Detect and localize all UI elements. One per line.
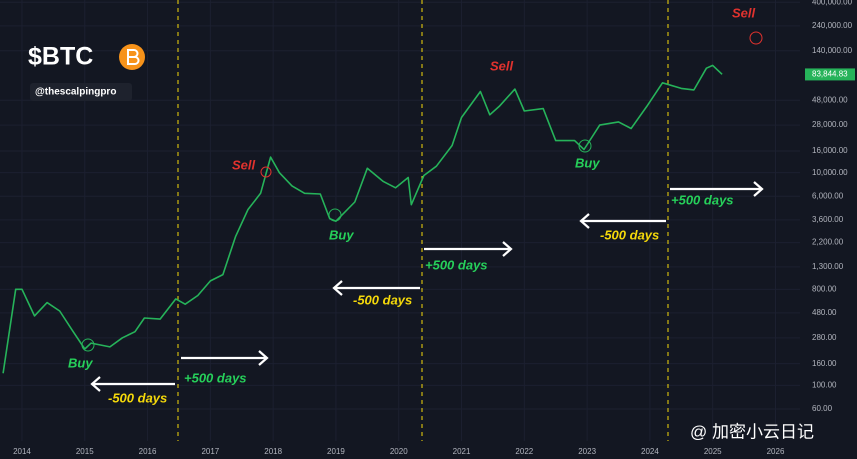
arrow-left [90, 376, 175, 392]
y-tick-label: 400,000.00 [812, 0, 853, 6]
days-label: +500 days [425, 257, 488, 272]
y-tick-label: 10,000.00 [812, 168, 848, 177]
arrow-right [424, 241, 513, 257]
arrow-right [181, 350, 269, 366]
x-tick-label: 2018 [264, 447, 282, 456]
buy-label: Buy [575, 155, 600, 170]
sell-circle [260, 166, 272, 178]
y-tick-label: 240,000.00 [812, 21, 853, 30]
y-tick-label: 16,000.00 [812, 146, 848, 155]
days-label: -500 days [600, 227, 659, 242]
x-tick-label: 2014 [13, 447, 31, 456]
handle-box [30, 83, 132, 101]
x-tick-label: 2021 [453, 447, 471, 456]
y-tick-label: 48,000.00 [812, 95, 848, 104]
price-tag [805, 68, 855, 81]
buy-label: Buy [329, 227, 354, 242]
x-tick-label: 2025 [704, 447, 722, 456]
y-tick-label: 140,000.00 [812, 46, 853, 55]
y-tick-label: 1,300.00 [812, 262, 844, 271]
chart-subtitle: @thescalpingpro [35, 87, 116, 98]
days-label: +500 days [184, 370, 247, 385]
y-tick-label: 100.00 [812, 380, 837, 389]
x-tick-label: 2026 [767, 447, 785, 456]
x-tick-label: 2019 [327, 447, 345, 456]
buy-circle [578, 139, 592, 153]
y-tick-label: 2,200.00 [812, 238, 844, 247]
x-tick-label: 2024 [641, 447, 659, 456]
grid [0, 0, 800, 441]
y-tick-label: 28,000.00 [812, 120, 848, 129]
watermark: @ 加密小云日记 [690, 422, 814, 441]
buy-label: Buy [68, 355, 93, 370]
y-tick-label: 6,000.00 [812, 191, 844, 200]
y-tick-label: 800.00 [812, 284, 837, 293]
arrow-left [579, 213, 666, 229]
chart-title: $BTC [28, 43, 93, 71]
sell-label: Sell [232, 157, 256, 172]
x-tick-label: 2016 [139, 447, 157, 456]
btc-logo-glyph [127, 49, 140, 65]
sell-circle [749, 31, 763, 45]
plot [2, 64, 723, 374]
days-label: +500 days [671, 192, 734, 207]
arrow-left [332, 280, 420, 296]
x-tick-label: 2020 [390, 447, 408, 456]
price-line [2, 64, 723, 374]
sell-label: Sell [490, 58, 514, 73]
buy-circle [81, 338, 95, 352]
y-tick-label: 480.00 [812, 308, 837, 317]
x-tick-label: 2015 [76, 447, 94, 456]
arrow-right [670, 181, 764, 197]
sell-label: Sell [732, 5, 756, 20]
y-tick-label: 60.00 [812, 404, 833, 413]
buy-circle [328, 208, 342, 222]
x-tick-label: 2023 [578, 447, 596, 456]
days-label: -500 days [108, 390, 167, 405]
x-tick-label: 2022 [515, 447, 533, 456]
price-tag-label: 83,844.83 [812, 70, 848, 79]
x-tick-label: 2017 [201, 447, 219, 456]
y-tick-label: 160.00 [812, 359, 837, 368]
days-label: -500 days [353, 292, 412, 307]
y-tick-label: 3,600.00 [812, 215, 844, 224]
y-tick-label: 280.00 [812, 333, 837, 342]
